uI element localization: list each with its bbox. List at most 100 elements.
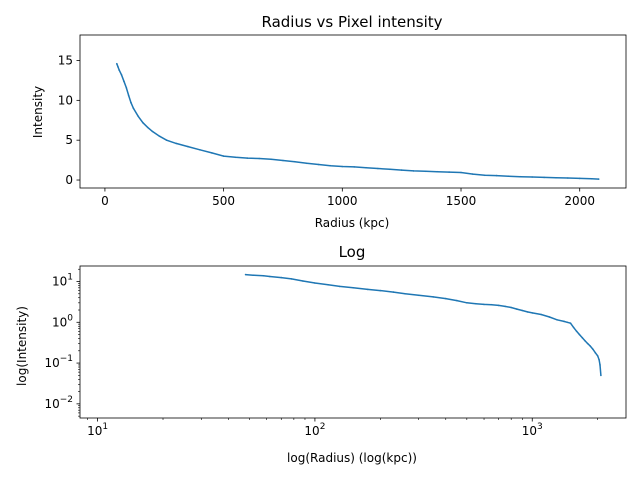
chart-1-data-point [305,162,308,165]
chart-2-data-point [596,355,599,357]
chart-1-x-axis-label: Radius (kpc) [315,216,390,230]
chart-1-x-tick-label: 1000 [327,194,358,208]
chart-1-x-tick-label: 2000 [564,194,595,208]
chart-2-data-point [540,313,542,316]
chart-1-data-point [142,121,144,124]
chart-1-data-point [125,86,128,89]
chart-1-data-point [187,145,189,148]
chart-1-data-point [555,177,557,179]
chart-2-data-point [466,302,468,304]
chart-2-y-tick-label: 100 [52,313,73,329]
chart-2-data-point [586,342,589,345]
chart-2-title: Log [339,243,366,261]
chart-2-y-tick-label: 10−1 [44,354,73,370]
chart-2-data-point [302,280,304,282]
chart-1-data-point [199,149,201,151]
chart-2-data-point [497,304,500,307]
chart-1-data-point [543,176,545,179]
chart-2-data-point [563,320,565,323]
chart-1-axes-frame [79,34,627,189]
chart-1-x-tick-label: 1500 [446,194,477,208]
chart-1-data-point [165,139,168,141]
chart-1-data-point [123,80,125,82]
chart-2-data-point [475,302,477,305]
chart-1-data-point [270,158,272,161]
chart-2-data-point [578,333,581,336]
chart-1-y-axis-label: Intensity [31,86,45,138]
chart-1-data-point [246,157,249,159]
chart-1-data-point [118,69,120,71]
chart-1-data-point [597,178,600,180]
chart-1-data-point [460,171,462,174]
chart-2-data-point [417,294,420,297]
chart-2-data-point [262,275,265,277]
chart-1-y-tick-label: 10 [58,93,73,107]
chart-1-data-point [258,157,261,160]
chart-1-y-tick-label: 5 [65,133,73,147]
chart-2-data-point [392,291,395,293]
chart-1-data-point [234,156,237,159]
chart-1-plot-area: 0 500 1000 1500 2000 0 5 10 15 [58,34,627,208]
chart-1-data-point [578,177,581,180]
chart-2-data-point [510,306,512,309]
chart-1-data-point [282,159,284,162]
chart-2-data-point [516,308,518,310]
chart-1-data-point [130,101,132,104]
chart-1-data-point [341,165,344,168]
chart-2-y-tick-base: 10 [52,275,67,289]
chart-2-data-point [599,364,601,366]
chart-1-data-point [424,170,427,173]
chart-1-data-point [436,170,439,173]
chart-2-y-tick-base: 10 [44,356,59,370]
chart-2-data-point [592,348,594,350]
chart-2-data-point [526,311,529,313]
chart-1-data-point [158,135,161,137]
chart-2-x-tick-exponent: 2 [320,422,326,432]
chart-1-data-point [531,176,533,178]
chart-2-x-axis-label: log(Radius) (log(kpc)) [287,451,417,465]
chart-1-data-point [317,163,320,166]
chart-2-data-point [280,276,283,279]
chart-2-data-point [327,284,329,286]
chart-1-data-point [519,175,522,178]
chart-1-data-point [495,174,498,177]
chart-1-data-point [127,94,130,97]
chart-2-y-tick-base: 10 [44,397,59,411]
chart-1-data-point [353,166,356,168]
chart-2-data-point [483,303,485,306]
chart-1-data-point [507,175,510,177]
chart-2-y-tick-exponent: −1 [60,354,73,364]
chart-1-data-point [294,160,296,163]
chart-2-data-point [252,274,254,277]
chart-2-data-point [290,278,293,280]
chart-1-x-tick-label: 0 [101,194,109,208]
chart-2-data-point [445,297,447,300]
chart-2-data-point [379,289,382,292]
chart-2-data-point [594,351,597,354]
chart-2-y-tick-base: 10 [52,315,67,329]
chart-1-x-tick-label: 500 [212,194,235,208]
chart-1-data-point [117,66,119,68]
chart-1-data-point [175,142,177,145]
chart-1-data-point [116,62,118,65]
chart-1-data-point [211,152,213,154]
chart-2-y-tick-exponent: 1 [67,273,73,283]
chart-1-series-1-line [116,63,599,180]
chart-2-y-tick-label: 101 [52,273,73,289]
chart-1-data-point [567,177,569,179]
chart-2-data-point [244,273,247,276]
chart-2-axes-frame [79,265,627,419]
chart-1-data-point [329,164,332,167]
chart-2-data-point [548,316,551,318]
chart-2-data-point [504,305,506,308]
chart-2-data-point [556,319,558,321]
chart-2-data-point [581,336,584,339]
chart-2-data-point [598,359,600,361]
chart-1-data-point [365,166,367,169]
chart-2-data-point [314,282,316,284]
chart-1-y-tick-label: 0 [65,173,73,187]
chart-1-data-point [484,174,486,177]
chart-2-data-point [572,326,575,329]
chart-1-data-point [448,171,450,173]
